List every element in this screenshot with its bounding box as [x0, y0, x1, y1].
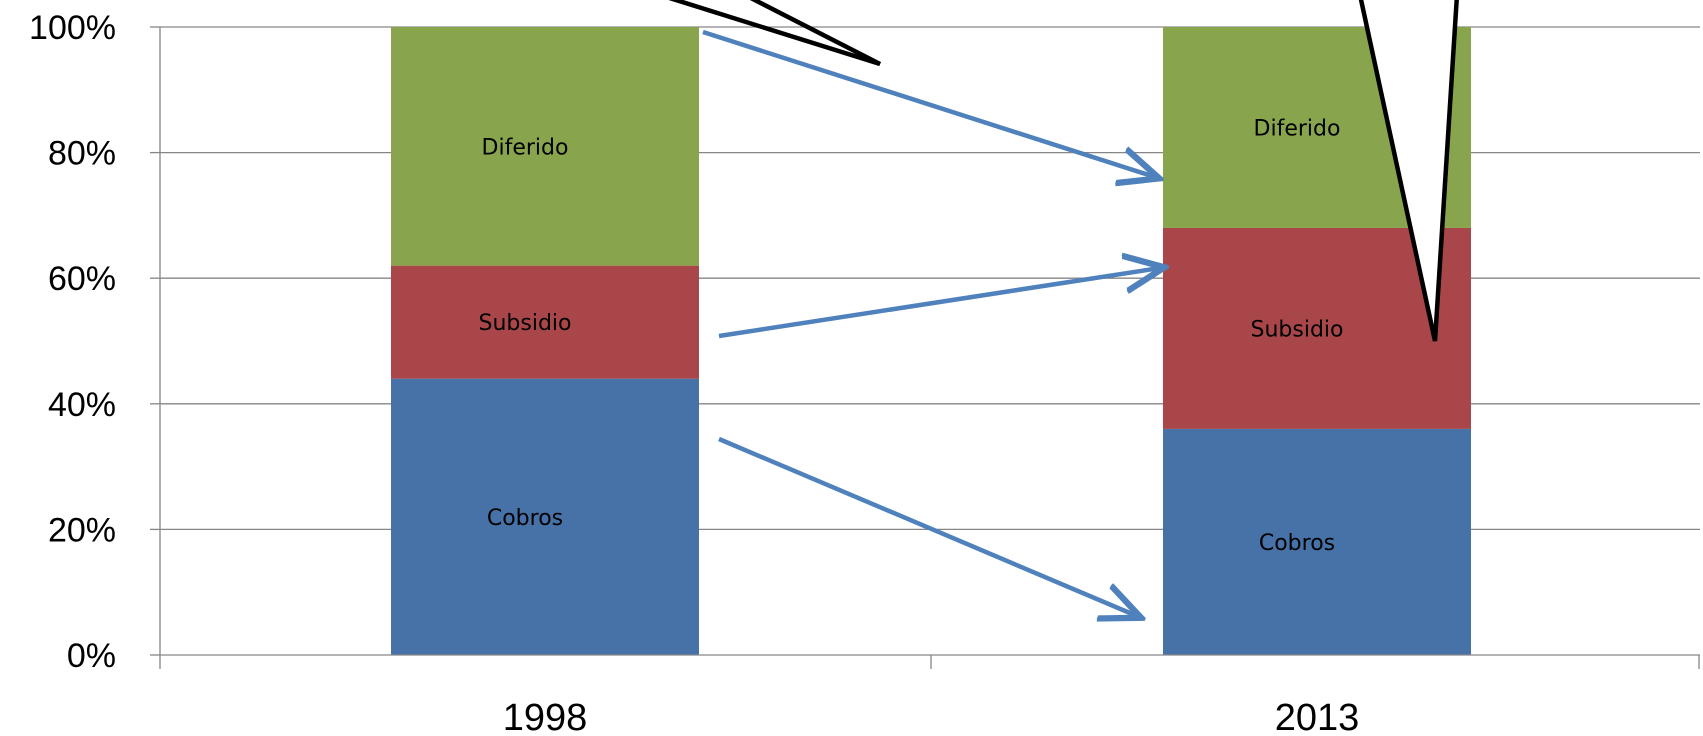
segment-label: Cobros	[487, 506, 563, 531]
bar-segment-cobros	[391, 378, 699, 655]
trend-arrow	[718, 268, 1160, 339]
segment-label: Cobros	[1259, 531, 1335, 556]
bar-segment-diferido	[391, 27, 699, 266]
bar-segment-subsidio	[391, 265, 699, 379]
segment-label: Subsidio	[1251, 317, 1344, 342]
segment-label: Subsidio	[479, 311, 572, 336]
y-tick-label: 20%	[48, 511, 116, 549]
callout-pointer	[668, 0, 882, 67]
x-category-label: 1998	[503, 697, 588, 736]
trend-arrow	[718, 436, 1137, 616]
callout-pointer	[1358, 0, 1459, 342]
annotations	[668, 0, 1459, 616]
bars: Cobros Subsidio Diferido Cobros Subsidio Dife…	[391, 27, 1471, 655]
trend-arrow	[702, 29, 1155, 177]
y-tick-label: 40%	[48, 386, 116, 424]
y-tick-label: 100%	[29, 9, 116, 47]
segment-label: Diferido	[1254, 116, 1341, 141]
y-tick-label: 80%	[48, 135, 116, 173]
segment-label: Diferido	[482, 135, 569, 160]
axes: 0% 20% 40% 60% 80% 100% 1998 2013	[29, 9, 1700, 736]
x-category-label: 2013	[1275, 697, 1360, 736]
y-tick-label: 0%	[67, 637, 116, 675]
y-tick-label: 60%	[48, 260, 116, 298]
bar-segment-cobros	[1163, 428, 1471, 655]
